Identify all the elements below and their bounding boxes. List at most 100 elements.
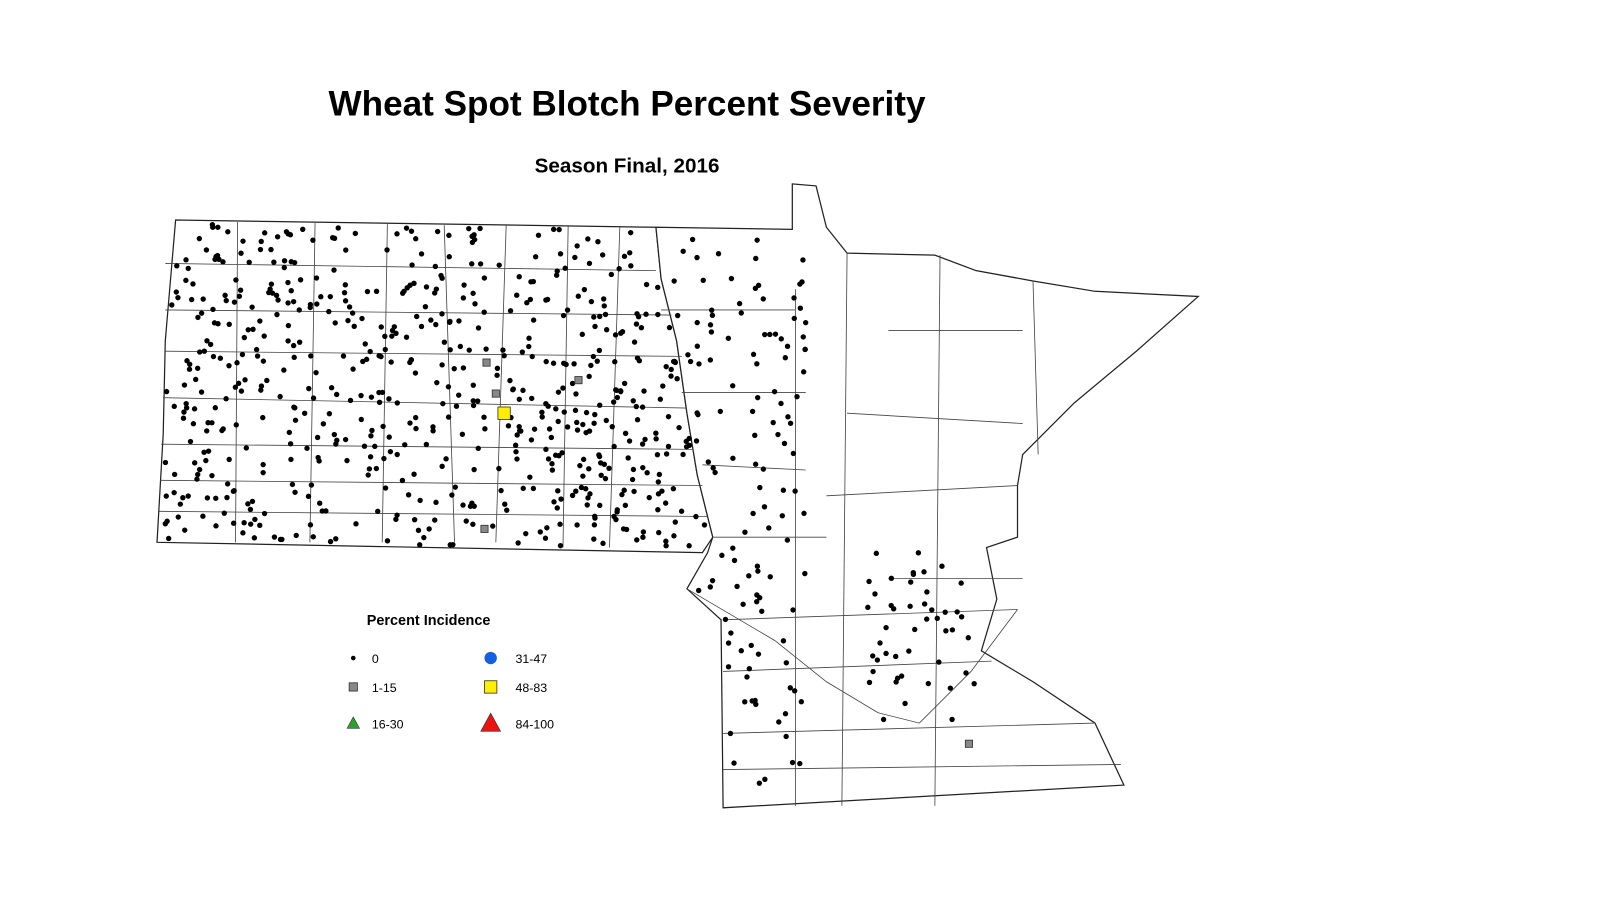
observation-dot	[573, 488, 579, 494]
observation-dot	[663, 543, 669, 549]
observation-dot	[418, 251, 425, 257]
observation-dot	[674, 376, 680, 382]
observation-dot	[198, 389, 205, 395]
observation-dot	[368, 433, 374, 439]
observation-dot	[470, 382, 476, 388]
observation-dot	[577, 462, 583, 469]
observation-dot	[445, 414, 452, 420]
observation-dot	[394, 512, 400, 518]
observation-dot	[708, 307, 715, 313]
observation-dot	[575, 293, 582, 299]
observation-dot	[358, 416, 364, 423]
observation-dot	[254, 353, 261, 359]
observation-dot	[700, 277, 706, 283]
observation-dot	[635, 314, 642, 320]
observation-dot	[191, 406, 198, 412]
observation-dot	[671, 278, 677, 284]
observation-dot	[865, 604, 871, 611]
observation-dot	[453, 403, 460, 409]
observation-dot	[187, 361, 193, 367]
observation-dot	[639, 441, 646, 447]
observation-dot	[596, 452, 602, 458]
observation-dot	[475, 325, 482, 331]
observation-dot	[343, 247, 349, 253]
observation-dot	[240, 238, 246, 244]
observation-dot	[662, 500, 669, 506]
observation-dot	[543, 358, 549, 365]
observation-dot	[529, 395, 535, 402]
observation-dot	[275, 297, 281, 303]
observation-dot	[230, 520, 237, 526]
observation-dot	[971, 680, 977, 687]
observation-dot	[583, 409, 590, 416]
observation-dot	[612, 332, 619, 338]
observation-dot	[789, 759, 796, 766]
observation-dot	[407, 420, 413, 426]
observation-dot	[496, 262, 502, 268]
observation-dot	[411, 471, 417, 477]
observation-dot	[514, 292, 520, 298]
observation-dot	[290, 298, 297, 305]
observation-dot	[586, 466, 592, 472]
observation-dot	[750, 351, 757, 358]
observation-dot	[549, 467, 556, 473]
legend-label: 31-47	[515, 652, 547, 666]
observation-dot	[314, 434, 321, 441]
observation-dot	[432, 517, 438, 523]
observation-dot	[770, 419, 776, 426]
observation-dot	[246, 259, 252, 265]
observation-dot	[580, 421, 586, 428]
observation-dot	[585, 236, 591, 242]
observation-dot	[628, 263, 634, 269]
observation-dot	[277, 393, 283, 400]
observation-dot	[403, 225, 410, 231]
observation-dot	[883, 624, 889, 631]
observation-dot	[481, 414, 487, 420]
observation-dot	[411, 280, 417, 287]
observation-dot	[323, 508, 329, 514]
observation-dot	[780, 638, 787, 644]
observation-dot	[557, 251, 564, 257]
observation-dot	[423, 441, 430, 448]
observation-dot	[163, 388, 170, 395]
observation-dot	[683, 444, 690, 450]
observation-dot	[621, 487, 627, 493]
observation-dot	[783, 660, 790, 666]
observation-dot	[731, 557, 738, 564]
observation-dot	[307, 301, 314, 308]
observation-dot	[215, 224, 221, 230]
observation-dot	[433, 499, 439, 506]
observation-dot	[287, 441, 294, 447]
observation-dot	[235, 380, 242, 387]
observation-dot	[361, 443, 368, 449]
observation-dot	[366, 466, 373, 472]
observation-dot	[634, 537, 640, 543]
observation-dot	[766, 525, 772, 531]
observation-dot	[326, 410, 333, 417]
observation-dot	[757, 595, 763, 601]
observation-dot	[412, 414, 419, 421]
observation-dot	[394, 231, 400, 237]
observation-dot	[921, 569, 927, 575]
observation-dot	[519, 349, 526, 355]
observation-dot	[620, 526, 627, 532]
observation-dot	[409, 262, 415, 268]
observation-dot	[564, 424, 571, 430]
observation-dot	[277, 536, 284, 543]
observation-dot	[422, 304, 429, 310]
observation-dot	[784, 537, 791, 543]
observation-dot	[555, 488, 561, 494]
observation-dot	[660, 383, 666, 389]
observation-dot	[293, 532, 299, 539]
observation-dot	[183, 257, 189, 263]
observation-dot	[674, 312, 681, 319]
observation-dot	[380, 423, 386, 430]
observation-dot	[614, 394, 621, 401]
observation-dot	[408, 228, 415, 234]
observation-dot	[185, 493, 191, 499]
observation-dot	[797, 281, 803, 287]
observation-dot	[611, 443, 617, 450]
observation-dot	[165, 535, 172, 542]
observation-marker	[497, 406, 511, 420]
observation-dot	[389, 333, 395, 339]
